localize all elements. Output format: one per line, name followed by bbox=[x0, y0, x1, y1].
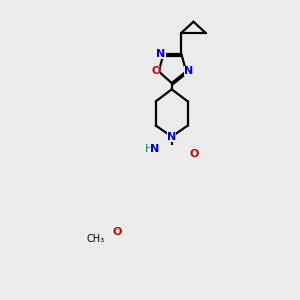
Text: O: O bbox=[112, 227, 122, 237]
Text: N: N bbox=[167, 132, 176, 142]
Text: O: O bbox=[151, 67, 160, 76]
Text: H: H bbox=[145, 144, 154, 154]
Text: CH₃: CH₃ bbox=[86, 234, 105, 244]
Text: N: N bbox=[150, 144, 159, 154]
Text: N: N bbox=[157, 49, 166, 59]
Text: O: O bbox=[190, 148, 199, 158]
Text: N: N bbox=[184, 67, 193, 76]
